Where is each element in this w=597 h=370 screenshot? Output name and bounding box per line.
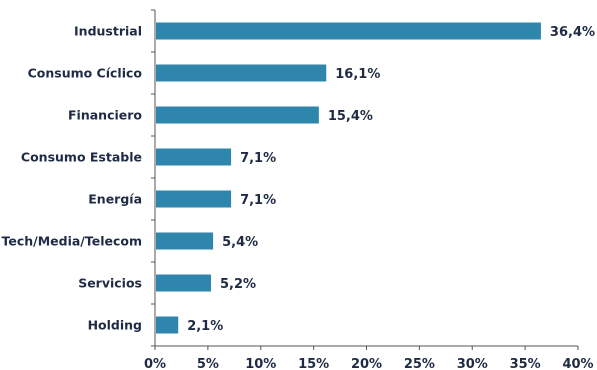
category-label: Consumo Cíclico: [28, 66, 143, 81]
category-label: Holding: [88, 318, 142, 333]
x-tick-label: 30%: [457, 357, 488, 370]
x-tick-label: 20%: [351, 357, 382, 370]
data-label: 2,1%: [187, 319, 223, 334]
data-label: 15,4%: [328, 109, 373, 124]
x-tick-label: 5%: [197, 357, 219, 370]
x-tick-label: 0%: [144, 357, 166, 370]
bar: [156, 106, 319, 124]
bar: [156, 190, 232, 208]
data-label: 36,4%: [550, 25, 595, 40]
data-label: 7,1%: [240, 193, 276, 208]
x-tick-label: 15%: [298, 357, 329, 370]
x-tick-label: 40%: [562, 357, 593, 370]
bar: [156, 148, 232, 166]
category-label: Consumo Estable: [21, 150, 142, 165]
data-label: 7,1%: [240, 151, 276, 166]
x-tick-label: 25%: [404, 357, 435, 370]
x-tick-label: 35%: [510, 357, 541, 370]
bar: [156, 274, 211, 292]
data-label: 5,4%: [222, 235, 258, 250]
x-tick-label: 10%: [245, 357, 276, 370]
category-label: Energía: [88, 192, 142, 207]
bar: [156, 64, 327, 82]
data-label: 5,2%: [220, 277, 256, 292]
bar: [156, 232, 214, 250]
category-label: Tech/Media/Telecom: [2, 234, 143, 249]
data-label: 16,1%: [335, 67, 380, 82]
category-label: Financiero: [68, 108, 142, 123]
bar: [156, 316, 179, 334]
category-label: Servicios: [78, 276, 142, 291]
category-label: Industrial: [74, 24, 142, 39]
bar: [156, 22, 541, 40]
